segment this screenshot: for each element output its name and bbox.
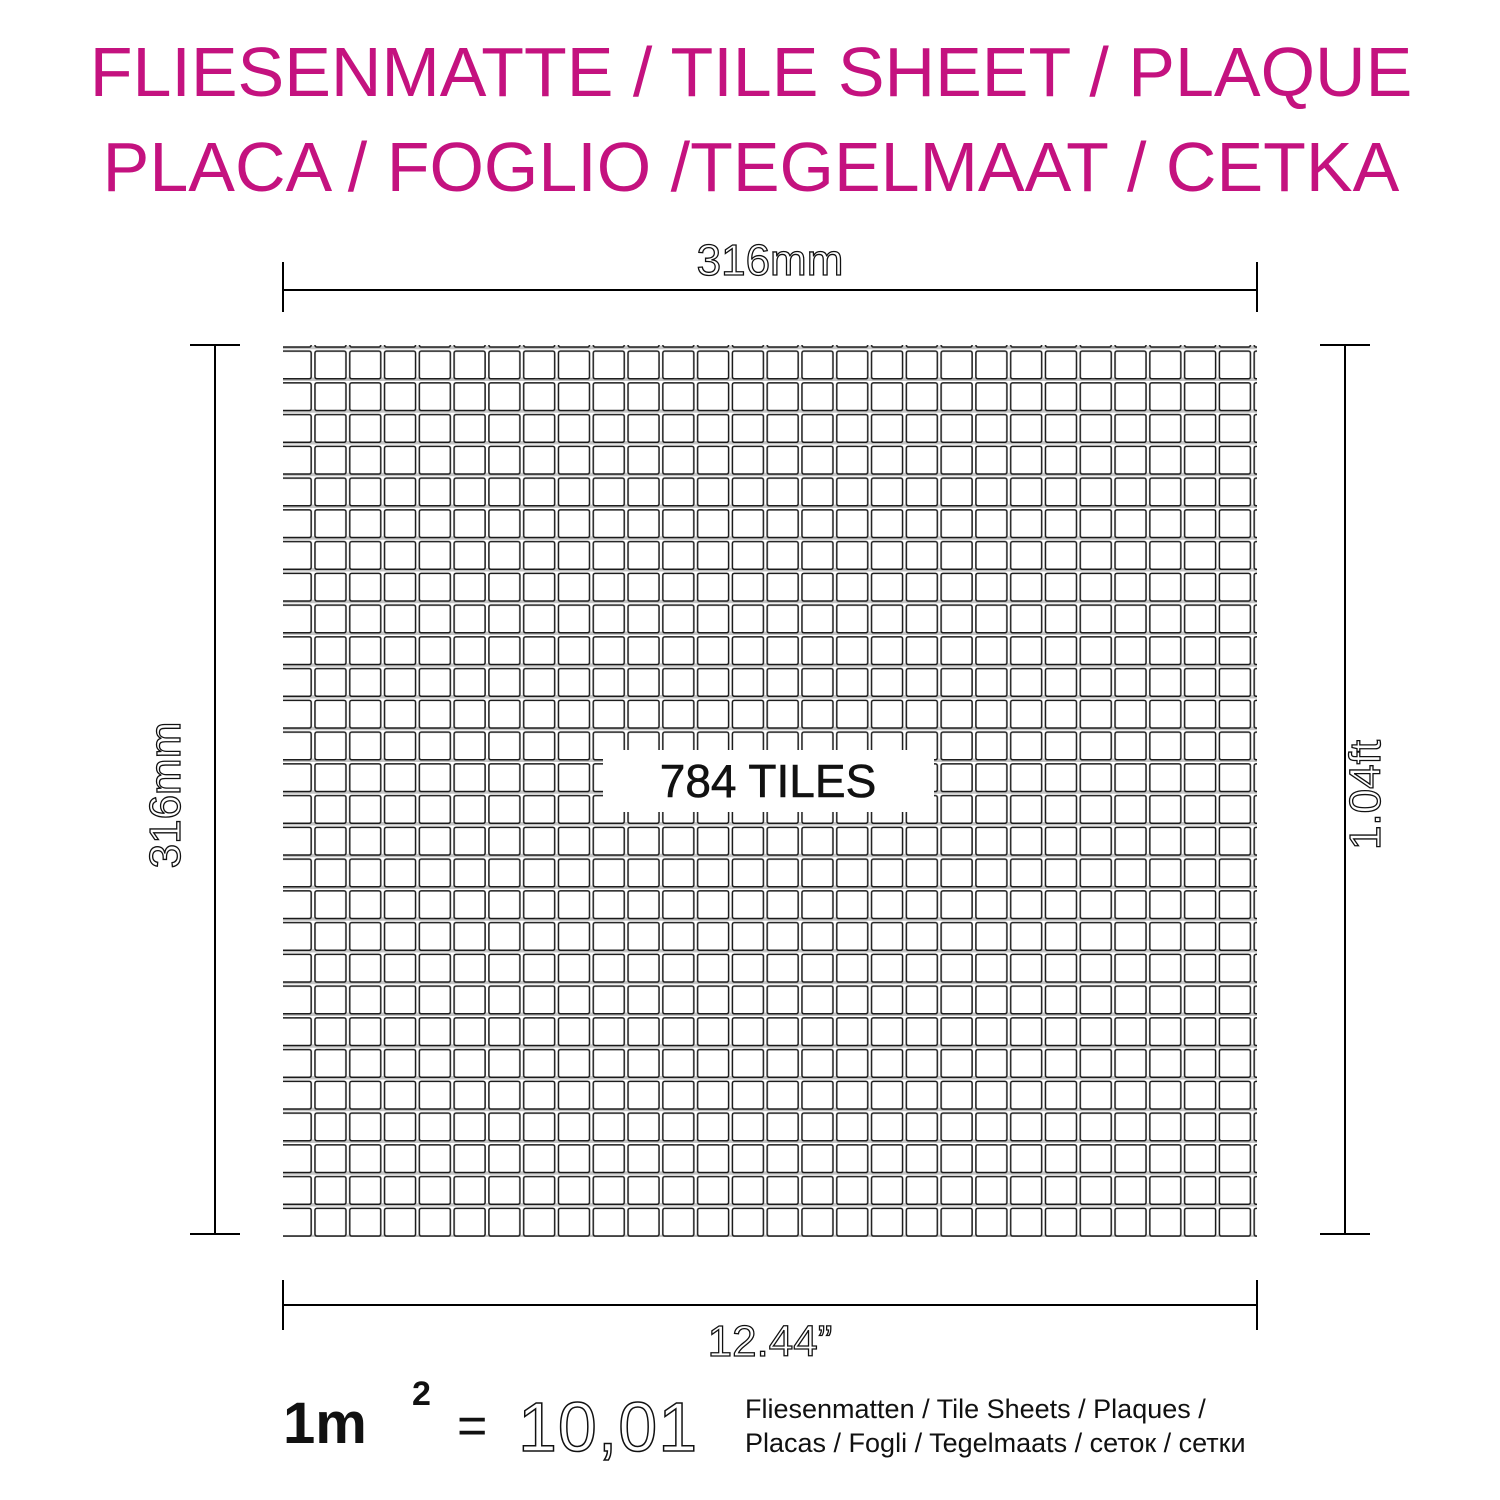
svg-text:784 TILES: 784 TILES: [660, 755, 877, 807]
svg-text:1m: 1m: [283, 1391, 367, 1456]
svg-text:2: 2: [412, 1375, 431, 1413]
svg-text:12.44”: 12.44”: [708, 1317, 833, 1366]
svg-text:=: =: [457, 1397, 487, 1455]
svg-text:1.04ft: 1.04ft: [1341, 740, 1390, 850]
svg-text:Placas / Fogli / Tegelmaats /: Placas / Fogli / Tegelmaats / сеток / се…: [745, 1428, 1246, 1458]
svg-text:10,01: 10,01: [518, 1388, 698, 1466]
svg-text:316mm: 316mm: [141, 722, 190, 869]
svg-text:Fliesenmatten / Tile Sheets /: Fliesenmatten / Tile Sheets / Plaques /: [745, 1394, 1206, 1424]
svg-text:316mm: 316mm: [697, 236, 844, 285]
